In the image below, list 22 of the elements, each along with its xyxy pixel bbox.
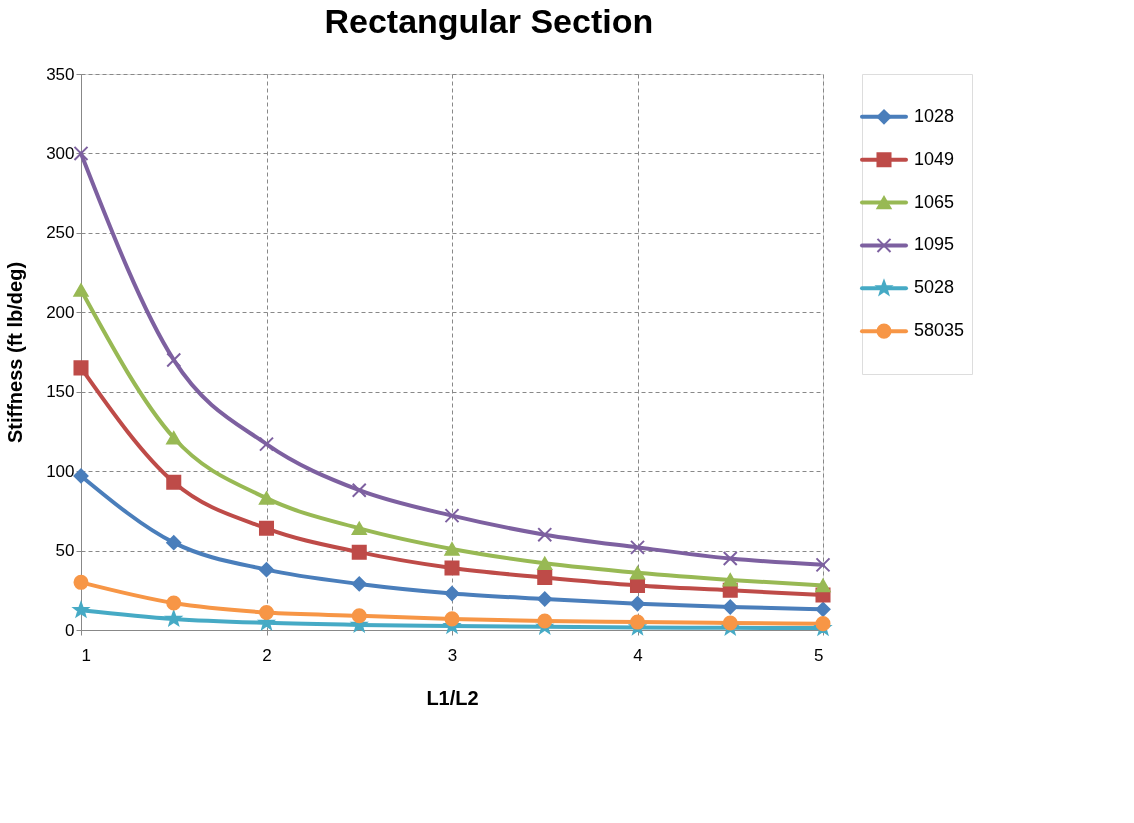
legend-label: 58035 [914, 320, 965, 341]
y-tick-label: 50 [55, 541, 75, 561]
y-tick-label: 350 [46, 64, 75, 84]
chart-title: Rectangular Section [324, 1, 654, 40]
y-tick-label: 150 [46, 382, 75, 402]
legend-label: 1049 [914, 148, 955, 169]
x-tick-label: 1 [81, 645, 91, 665]
x-axis-title: L1/L2 [426, 686, 479, 709]
y-tick-label: 100 [46, 461, 75, 481]
x-tick-label: 2 [262, 645, 272, 665]
legend-label: 1028 [914, 105, 955, 126]
legend-label: 1065 [914, 191, 955, 212]
legend-label: 5028 [914, 277, 955, 298]
y-tick-label: 250 [46, 223, 75, 243]
x-tick-label: 5 [814, 645, 824, 665]
legend-label: 1095 [914, 234, 955, 255]
x-tick-label: 4 [633, 645, 643, 665]
y-tick-label: 200 [46, 302, 75, 322]
y-tick-label: 300 [46, 143, 75, 163]
y-tick-label: 0 [65, 620, 75, 640]
x-tick-label: 3 [447, 645, 458, 665]
y-axis-title: Stiffness (ft lb/deg) [4, 261, 27, 444]
